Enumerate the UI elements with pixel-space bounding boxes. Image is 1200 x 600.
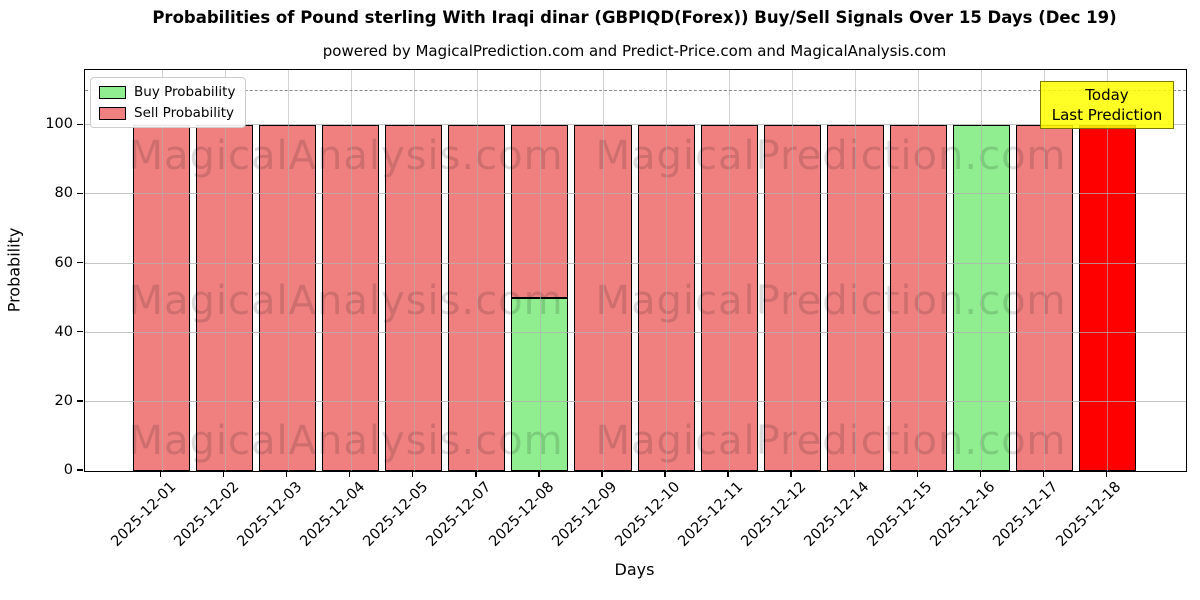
x-tick-label-2025-12-18: 2025-12-18 [1053, 479, 1125, 550]
bar-group-2025-12-16 [952, 70, 1010, 471]
bar-segment [448, 125, 506, 471]
x-tick-mark [159, 471, 162, 477]
bar-segment [1078, 125, 1136, 471]
legend-label-buy: Buy Probability [134, 84, 236, 100]
bar-segment [763, 125, 821, 471]
bar-segment [700, 125, 758, 471]
legend-entry-sell: Sell Probability [99, 105, 235, 121]
x-tick-mark [979, 471, 982, 477]
y-tick-label-20: 20 [54, 392, 73, 409]
x-tick-mark [222, 471, 225, 477]
x-tick-label-2025-12-09: 2025-12-09 [549, 479, 621, 550]
today-annotation-box: Today Last Prediction [1040, 81, 1174, 129]
x-tick-label-2025-12-11: 2025-12-11 [675, 479, 747, 550]
bar-group-2025-12-04 [322, 70, 380, 471]
bar-segment [511, 298, 569, 471]
x-tick-mark [1105, 471, 1108, 477]
bar-group-2025-12-10 [637, 70, 695, 471]
bar-segment [574, 125, 632, 471]
chart-subtitle: powered by MagicalPrediction.com and Pre… [322, 42, 947, 60]
bar-group-2025-12-18 [1078, 70, 1136, 471]
x-axis-title: Days [614, 560, 655, 579]
legend-swatch-buy [99, 85, 126, 99]
bars-layer [85, 70, 1186, 471]
bar-segment [259, 125, 317, 471]
y-tick-label-100: 100 [45, 116, 73, 133]
plot-area: MagicalAnalysis.comMagicalPrediction.com… [84, 69, 1187, 472]
y-tick-mark [77, 331, 83, 333]
x-tick-mark [475, 471, 477, 477]
y-tick-label-40: 40 [54, 323, 73, 340]
x-tick-mark [285, 471, 288, 477]
bar-group-2025-12-17 [1015, 70, 1073, 471]
x-tick-mark [538, 471, 540, 477]
x-tick-mark [412, 471, 414, 477]
y-tick-mark [77, 400, 83, 402]
x-tick-label-2025-12-15: 2025-12-15 [864, 479, 936, 550]
bar-segment [952, 125, 1010, 471]
bar-segment [196, 125, 254, 471]
bar-segment [133, 125, 191, 471]
y-tick-mark [77, 123, 83, 125]
bar-segment [385, 125, 443, 471]
reference-dashed-line [85, 89, 1186, 91]
bar-group-2025-12-09 [574, 70, 632, 471]
y-tick-mark [77, 469, 83, 471]
x-tick-label-2025-12-14: 2025-12-14 [801, 479, 873, 550]
legend-label-sell: Sell Probability [134, 105, 235, 121]
y-tick-label-60: 60 [54, 254, 73, 271]
chart-title: Probabilities of Pound sterling With Ira… [152, 8, 1117, 27]
y-axis-title: Probability [4, 227, 24, 313]
bar-segment [889, 125, 947, 471]
x-tick-label-2025-12-12: 2025-12-12 [738, 479, 810, 550]
legend: Buy Probability Sell Probability [90, 77, 247, 128]
today-annotation-line1: Today [1085, 85, 1129, 104]
x-tick-label-2025-12-04: 2025-12-04 [297, 479, 369, 550]
bar-group-2025-12-15 [889, 70, 947, 471]
bar-group-2025-12-11 [700, 70, 758, 471]
x-tick-label-2025-12-08: 2025-12-08 [486, 479, 558, 550]
y-tick-mark [77, 192, 83, 195]
x-tick-mark [790, 471, 792, 477]
today-annotation-line2: Last Prediction [1051, 106, 1163, 124]
x-tick-mark [1042, 471, 1045, 477]
bar-group-2025-12-03 [259, 70, 317, 471]
bar-segment [511, 125, 569, 299]
x-tick-mark [664, 471, 666, 477]
x-tick-label-2025-12-07: 2025-12-07 [423, 479, 495, 550]
x-tick-label-2025-12-10: 2025-12-10 [612, 479, 684, 550]
x-tick-label-2025-12-05: 2025-12-05 [360, 479, 432, 550]
legend-entry-buy: Buy Probability [99, 84, 235, 100]
x-tick-label-2025-12-16: 2025-12-16 [927, 479, 999, 550]
x-tick-label-2025-12-03: 2025-12-03 [234, 479, 305, 550]
x-tick-mark [727, 471, 729, 477]
bar-segment [1015, 125, 1073, 471]
x-tick-mark [349, 471, 351, 477]
bar-group-2025-12-12 [763, 70, 821, 471]
bar-group-2025-12-01 [133, 70, 191, 471]
x-tick-mark [601, 471, 603, 477]
x-tick-mark [916, 471, 918, 477]
x-tick-label-2025-12-02: 2025-12-02 [170, 479, 242, 550]
bar-group-2025-12-14 [826, 70, 884, 471]
y-tick-label-0: 0 [63, 462, 73, 478]
y-tick-mark [77, 261, 83, 264]
bar-group-2025-12-02 [196, 70, 254, 471]
bar-segment [826, 125, 884, 471]
bar-group-2025-12-08 [511, 70, 569, 471]
bar-segment [637, 125, 695, 471]
x-tick-mark [853, 471, 855, 477]
x-tick-label-2025-12-17: 2025-12-17 [990, 479, 1062, 550]
bar-segment [322, 125, 380, 471]
legend-swatch-sell [99, 106, 126, 120]
bar-group-2025-12-07 [448, 70, 506, 471]
x-tick-label-2025-12-01: 2025-12-01 [107, 479, 179, 550]
y-tick-label-80: 80 [54, 185, 73, 202]
bar-group-2025-12-05 [385, 70, 443, 471]
